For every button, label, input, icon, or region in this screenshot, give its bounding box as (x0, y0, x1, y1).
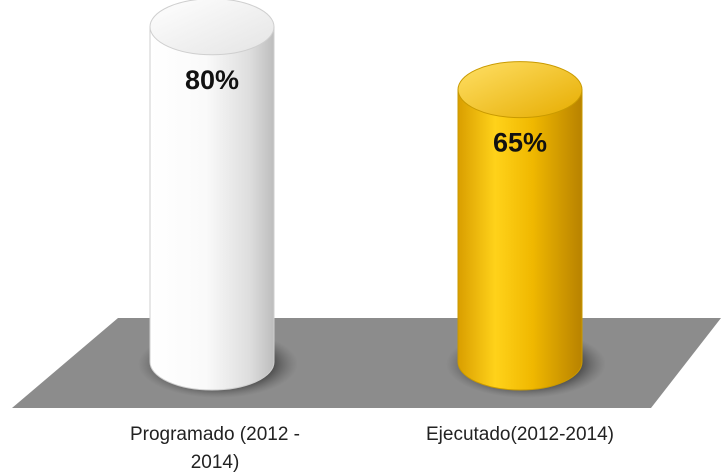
category-label-2-line-1: Ejecutado(2012-2014) (426, 424, 614, 445)
bar-2 (457, 89, 583, 391)
bars-group: 80% 65% (138, 0, 606, 398)
bar-2-top (457, 61, 583, 119)
bar-1 (149, 26, 275, 391)
data-label-1: 80% (185, 65, 239, 95)
chart-floor (12, 318, 721, 408)
category-label-1-line-1: Programado (2012 - (130, 424, 300, 445)
data-label-2: 65% (493, 128, 547, 158)
category-labels: Programado (2012 - 2014) Ejecutado(2012-20… (130, 424, 614, 473)
bar-1-top (149, 0, 275, 56)
category-label-1-line-2: 2014) (191, 452, 240, 473)
